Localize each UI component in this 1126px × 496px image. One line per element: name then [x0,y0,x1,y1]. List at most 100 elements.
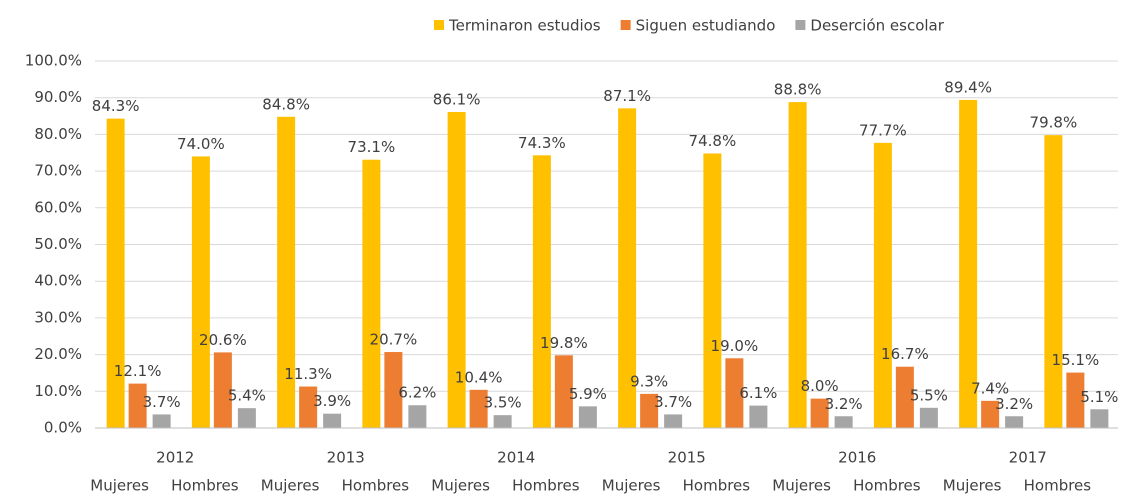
group-label: 2014 [497,449,535,467]
bar [237,408,256,428]
y-tick-label: 40.0% [34,272,82,290]
x-tick-label: Mujeres [261,477,320,495]
data-label: 20.7% [370,331,418,349]
bar [725,358,744,428]
bar [447,112,466,428]
x-tick-label: Mujeres [431,477,490,495]
y-tick-label: 90.0% [34,88,82,106]
y-tick-label: 50.0% [34,235,82,253]
y-tick-label: 60.0% [34,198,82,216]
y-tick-label: 100.0% [25,52,82,70]
data-label: 89.4% [944,78,992,96]
bar [895,366,914,428]
data-label: 79.8% [1030,114,1078,132]
data-label: 74.3% [518,134,566,152]
data-label: 20.6% [199,331,247,349]
bar [578,406,597,428]
data-label: 3.5% [484,394,522,412]
y-tick-label: 80.0% [34,125,82,143]
bar [323,413,342,428]
y-tick-label: 30.0% [34,308,82,326]
bar [919,407,938,428]
bar [873,142,892,428]
group-label: 2013 [327,449,365,467]
legend-label: Deserción escolar [810,17,944,35]
data-label: 3.2% [825,395,863,413]
x-tick-label: Mujeres [602,477,661,495]
data-label: 3.7% [143,393,181,411]
bar [618,108,637,428]
bar [106,118,125,428]
data-label: 84.3% [92,97,140,115]
y-tick-label: 0.0% [44,419,82,437]
group-label: 2015 [668,449,706,467]
bar [152,414,171,428]
data-label: 5.1% [1080,388,1118,406]
legend-swatch [795,20,806,30]
bar [213,352,232,428]
data-label: 5.9% [569,385,607,403]
bar [1066,372,1085,428]
bar [959,99,978,428]
bar [810,398,829,428]
data-label: 74.8% [689,132,737,150]
bar [128,383,147,428]
legend-swatch [434,20,444,30]
bar [532,155,551,428]
bar [640,393,659,428]
data-label: 73.1% [348,138,396,156]
data-label: 11.3% [284,365,332,383]
y-tick-label: 20.0% [34,345,82,363]
bar [1044,135,1063,428]
bar [981,400,1000,428]
bar [703,153,722,428]
x-tick-label: Mujeres [90,477,149,495]
bar [1090,409,1109,428]
data-label: 6.1% [739,384,777,402]
bar [299,386,318,428]
data-label: 16.7% [881,345,929,363]
bar [469,389,488,428]
bar [191,156,210,429]
bar [788,102,807,428]
data-label: 74.0% [177,135,225,153]
y-tick-label: 70.0% [34,162,82,180]
bar [1005,416,1024,428]
y-tick-label: 10.0% [34,382,82,400]
data-label: 15.1% [1052,351,1100,369]
data-label: 86.1% [433,91,481,109]
data-label: 7.4% [971,379,1009,397]
bar [277,116,296,428]
legend-label: Siguen estudiando [636,17,776,35]
data-label: 19.8% [540,334,588,352]
x-tick-label: Hombres [342,477,410,495]
bar [554,355,573,428]
bar [749,405,768,428]
data-label: 3.2% [995,395,1033,413]
group-label: 2012 [156,449,194,467]
data-label: 6.2% [398,384,436,402]
data-label: 19.0% [711,337,759,355]
x-tick-label: Hombres [853,477,921,495]
legend-label: Terminaron estudios [448,17,601,35]
group-label: 2017 [1009,449,1047,467]
data-label: 3.7% [654,393,692,411]
data-label: 12.1% [114,362,162,380]
data-label: 5.4% [228,387,266,405]
legend-swatch [620,20,631,30]
x-tick-label: Hombres [1024,477,1092,495]
bar [834,416,853,428]
data-label: 8.0% [801,377,839,395]
data-label: 3.9% [313,392,351,410]
data-label: 87.1% [603,87,651,105]
data-label: 9.3% [630,372,668,390]
data-label: 5.5% [910,386,948,404]
bar [384,352,403,428]
group-label: 2016 [838,449,876,467]
data-label: 84.8% [262,95,310,113]
bar [493,415,512,428]
bar [664,414,683,428]
bar [362,159,381,428]
x-tick-label: Mujeres [772,477,831,495]
